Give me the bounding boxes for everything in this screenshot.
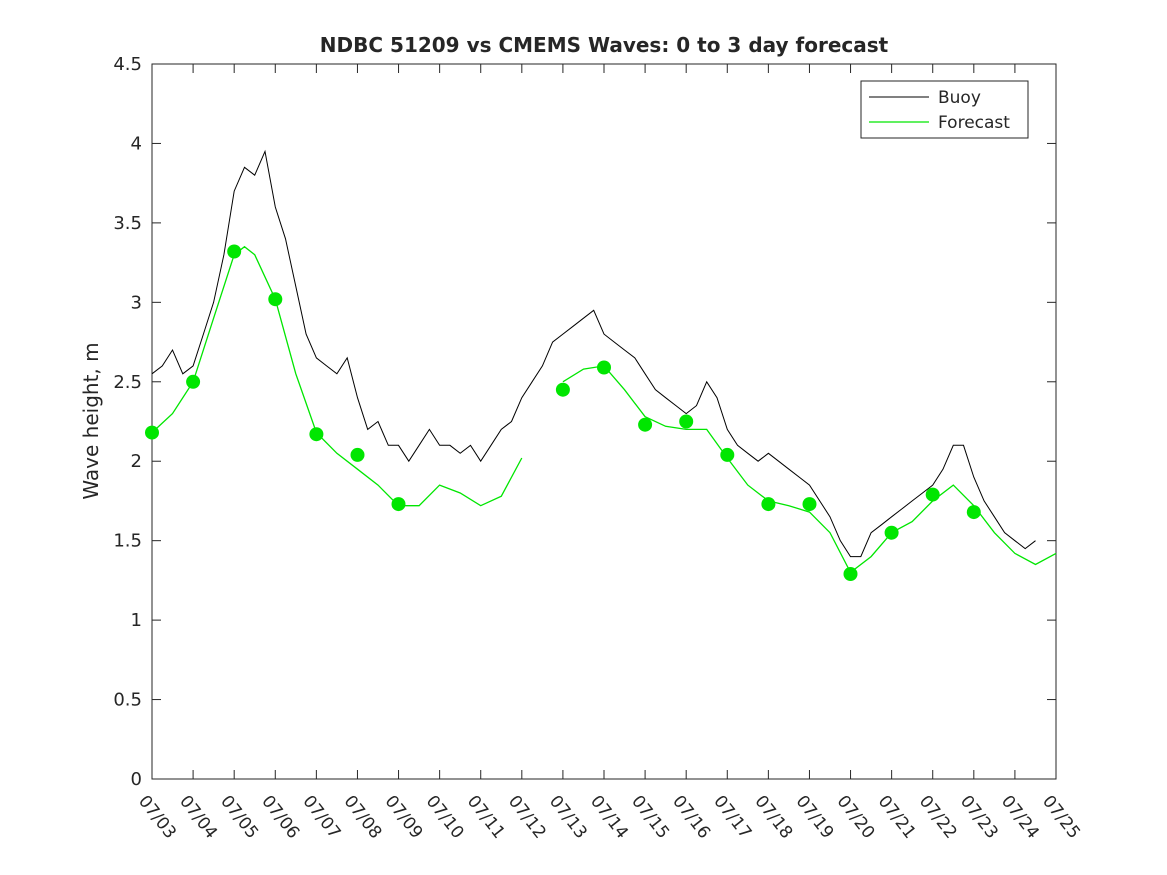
forecast-marker	[843, 567, 858, 581]
y-tick-label: 0.5	[113, 690, 142, 711]
forecast-marker	[597, 360, 611, 375]
forecast-marker	[350, 447, 365, 462]
forecast-marker	[925, 487, 940, 502]
x-tick-label: 07/03	[134, 792, 180, 843]
forecast-marker	[761, 497, 776, 512]
x-tick-label: 07/08	[340, 792, 386, 843]
x-tick-label: 07/10	[422, 792, 468, 843]
forecast-marker	[966, 505, 981, 520]
x-tick-label: 07/11	[463, 792, 509, 843]
x-tick-label: 07/22	[915, 792, 961, 843]
forecast-marker	[145, 425, 159, 440]
y-axis-label: Wave height, m	[79, 342, 103, 499]
x-tick-label: 07/12	[504, 792, 550, 843]
x-tick-label: 07/20	[833, 792, 879, 843]
forecast-marker	[309, 427, 324, 442]
x-tick-label: 07/09	[381, 792, 427, 843]
forecast-marker	[227, 244, 242, 259]
x-tick-label: 07/07	[298, 792, 344, 843]
forecast-marker	[679, 414, 694, 429]
x-tick-label: 07/18	[750, 792, 796, 843]
y-tick-label: 4.5	[113, 54, 142, 75]
forecast-marker	[268, 292, 283, 307]
y-tick-label: 0	[131, 769, 142, 790]
forecast-marker	[638, 417, 653, 432]
forecast-marker	[720, 447, 735, 462]
x-tick-label: 07/13	[545, 792, 591, 843]
x-tick-label: 07/19	[792, 792, 838, 843]
legend-buoy-label: Buoy	[938, 88, 981, 108]
x-tick-label: 07/04	[175, 792, 221, 843]
plot-area	[151, 63, 1057, 780]
series-line-buoy	[151, 149, 1036, 558]
x-tick-label: 07/14	[586, 792, 632, 843]
forecast-marker	[802, 497, 817, 512]
legend: Buoy Forecast	[860, 80, 1029, 139]
x-tick-label: 07/24	[997, 792, 1043, 843]
legend-box	[860, 80, 1029, 139]
y-tick-label: 4	[131, 133, 142, 154]
series-layer	[145, 149, 1057, 581]
x-tick-label: 07/17	[709, 792, 755, 843]
x-tick-label: 07/15	[627, 792, 673, 843]
y-tick-label: 2.5	[113, 372, 142, 393]
x-tick-label: 07/05	[216, 792, 262, 843]
forecast-marker	[884, 525, 899, 540]
y-tick-label: 2	[131, 451, 142, 472]
forecast-marker	[186, 374, 201, 389]
y-tick-label: 1.5	[113, 531, 142, 552]
x-tick-label: 07/23	[956, 792, 1002, 843]
x-tick-label: 07/25	[1038, 792, 1084, 843]
legend-forecast-label: Forecast	[938, 113, 1010, 133]
y-tick-label: 3.5	[113, 213, 142, 234]
x-tick-label: 07/21	[874, 792, 920, 843]
y-tick-label: 1	[131, 610, 142, 631]
x-tick-label: 07/16	[668, 792, 714, 843]
forecast-marker	[555, 382, 570, 397]
x-tick-label: 07/06	[257, 792, 303, 843]
y-tick-label: 3	[131, 292, 142, 313]
chart-title: NDBC 51209 vs CMEMS Waves: 0 to 3 day fo…	[320, 33, 889, 57]
forecast-marker	[391, 497, 406, 512]
series-line-forecast	[151, 245, 523, 507]
